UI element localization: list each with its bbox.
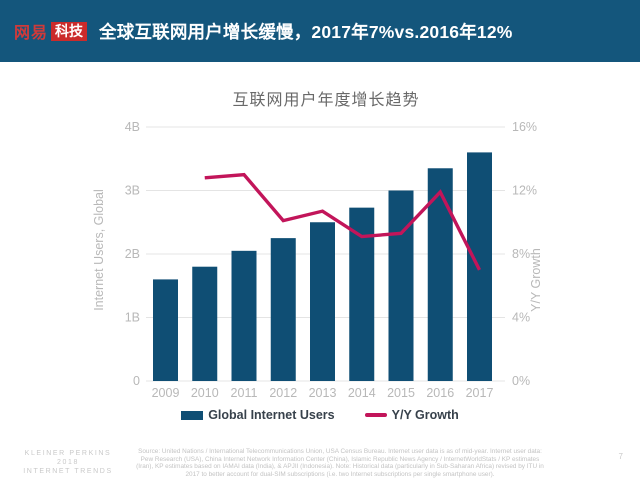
legend-label-users: Global Internet Users	[208, 408, 335, 422]
source-note: Source: United Nations / International T…	[136, 448, 544, 478]
brand-line: KLEINER PERKINS	[24, 450, 112, 457]
legend-label-growth: Y/Y Growth	[391, 408, 459, 422]
x-axis-year: 2011	[231, 386, 258, 400]
x-axis-year: 2012	[269, 386, 297, 400]
legend-item-growth: Y/Y Growth	[364, 408, 459, 422]
kleiner-perkins-brand: KLEINER PERKINS 2018 INTERNET TRENDS	[16, 449, 120, 477]
x-axis-year: 2017	[466, 386, 494, 400]
page-number: 7	[618, 452, 623, 461]
right-axis-tick: 12%	[512, 184, 537, 198]
right-axis-tick: 16%	[512, 120, 537, 134]
bar-2015	[388, 190, 414, 381]
line-series-swatch	[364, 413, 387, 417]
x-axis-year: 2016	[426, 386, 454, 400]
bar-2013	[310, 222, 335, 381]
bar-2016	[427, 168, 453, 381]
right-axis-tick: 8%	[512, 247, 530, 261]
x-axis-year: 2015	[387, 386, 415, 400]
x-axis-year: 2014	[348, 386, 376, 400]
bar-2014	[349, 207, 375, 381]
right-axis-tick: 4%	[512, 311, 530, 325]
left-axis-tick: 1B	[125, 311, 140, 325]
bar-2010	[192, 266, 218, 381]
x-axis-year: 2009	[152, 386, 180, 400]
netease-tech-logo: 网易 科技	[14, 19, 88, 43]
bar-series-swatch	[181, 410, 204, 420]
chart-title: 互联网用户年度增长趋势	[232, 92, 420, 109]
tech-logo-badge: 科技	[51, 21, 88, 41]
bar-2012	[270, 238, 296, 381]
legend-item-users: Global Internet Users	[181, 408, 335, 422]
brand-line: 2018	[57, 459, 79, 467]
left-axis-tick: 3B	[125, 184, 140, 198]
right-axis-title: Y/Y Growth	[529, 248, 543, 312]
left-axis-tick: 0	[133, 374, 140, 388]
left-axis-tick: 4B	[125, 120, 140, 134]
slide-headline: 全球互联网用户增长缓慢，2017年7%vs.2016年12%	[99, 21, 513, 42]
right-axis-tick: 0%	[512, 374, 530, 388]
left-axis-tick: 2B	[125, 247, 140, 261]
growth-line	[204, 172, 482, 271]
chart-legend: Global Internet Users Y/Y Growth	[0, 408, 640, 422]
x-axis-year: 2010	[191, 386, 219, 400]
brand-line: INTERNET TRENDS	[23, 468, 113, 476]
x-axis-year: 2013	[309, 386, 337, 400]
left-axis-title: Internet Users, Global	[92, 189, 106, 311]
bar-2011	[231, 250, 257, 381]
netease-logo-text: 网易	[14, 25, 49, 42]
header-bar: 网易 科技 全球互联网用户增长缓慢，2017年7%vs.2016年12%	[0, 0, 640, 62]
bar-2009	[153, 279, 178, 381]
